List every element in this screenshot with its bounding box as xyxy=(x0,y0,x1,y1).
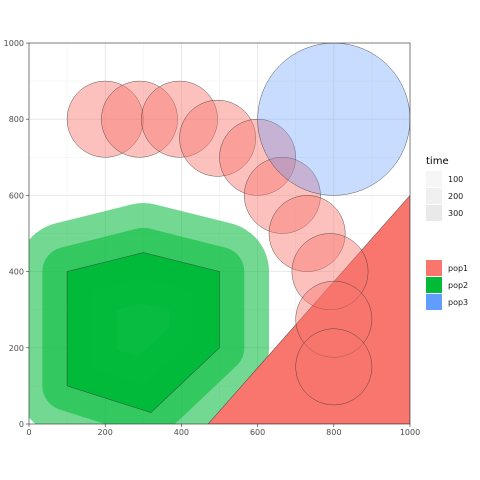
legend-time-label: 300 xyxy=(448,209,463,218)
y-tick-label: 600 xyxy=(9,191,24,200)
pop1-circle-10 xyxy=(295,328,373,406)
pop1-circle-2 xyxy=(101,80,178,158)
legend-time-key-300 xyxy=(426,205,442,221)
pop3-circle-1 xyxy=(257,43,410,196)
plot-panel xyxy=(29,43,410,424)
legend-pop2-label: pop2 xyxy=(448,281,468,290)
x-tick-label: 0 xyxy=(26,428,31,437)
legend-pop2-key xyxy=(426,277,442,293)
panel-border xyxy=(28,42,411,425)
pop2-region-t100 xyxy=(66,252,220,413)
y-tick-label: 200 xyxy=(9,344,24,353)
pop1-circle-9 xyxy=(295,280,373,358)
legend-pop1-key xyxy=(426,260,442,276)
legend-pop3-label: pop3 xyxy=(448,298,468,307)
legend-time-key-200 xyxy=(426,188,442,204)
x-tick-label: 1000 xyxy=(400,428,420,437)
x-tick-label: 800 xyxy=(326,428,341,437)
pop1-circle-4 xyxy=(179,99,256,177)
legend: time 100 200 300 pop1 pop2 pop3 xyxy=(426,156,468,310)
pop1-region-t100 xyxy=(207,194,410,424)
pop1-circle-1 xyxy=(66,80,144,158)
legend-pop1-label: pop1 xyxy=(448,264,468,273)
legend-time-label: 200 xyxy=(448,192,463,201)
legend-time-label: 100 xyxy=(448,175,463,184)
legend-time-title: time xyxy=(426,156,449,167)
legend-pop3-key xyxy=(426,294,442,310)
axes: 0 200 400 600 800 1000 0 200 400 600 800 1000 xyxy=(4,39,421,437)
y-tick-label: 400 xyxy=(9,268,24,277)
pop1-circle-7 xyxy=(268,195,346,272)
y-tick-label: 1000 xyxy=(4,39,24,48)
x-tick-label: 600 xyxy=(250,428,265,437)
y-tick-label: 0 xyxy=(19,420,24,429)
x-tick-label: 400 xyxy=(174,428,189,437)
x-tick-label: 200 xyxy=(98,428,113,437)
pop1-circle-8 xyxy=(291,233,369,310)
legend-time-key-100 xyxy=(426,171,442,187)
y-tick-label: 800 xyxy=(9,115,24,124)
pop1-circle-6 xyxy=(244,157,321,234)
pop1-circle-3 xyxy=(141,80,218,158)
